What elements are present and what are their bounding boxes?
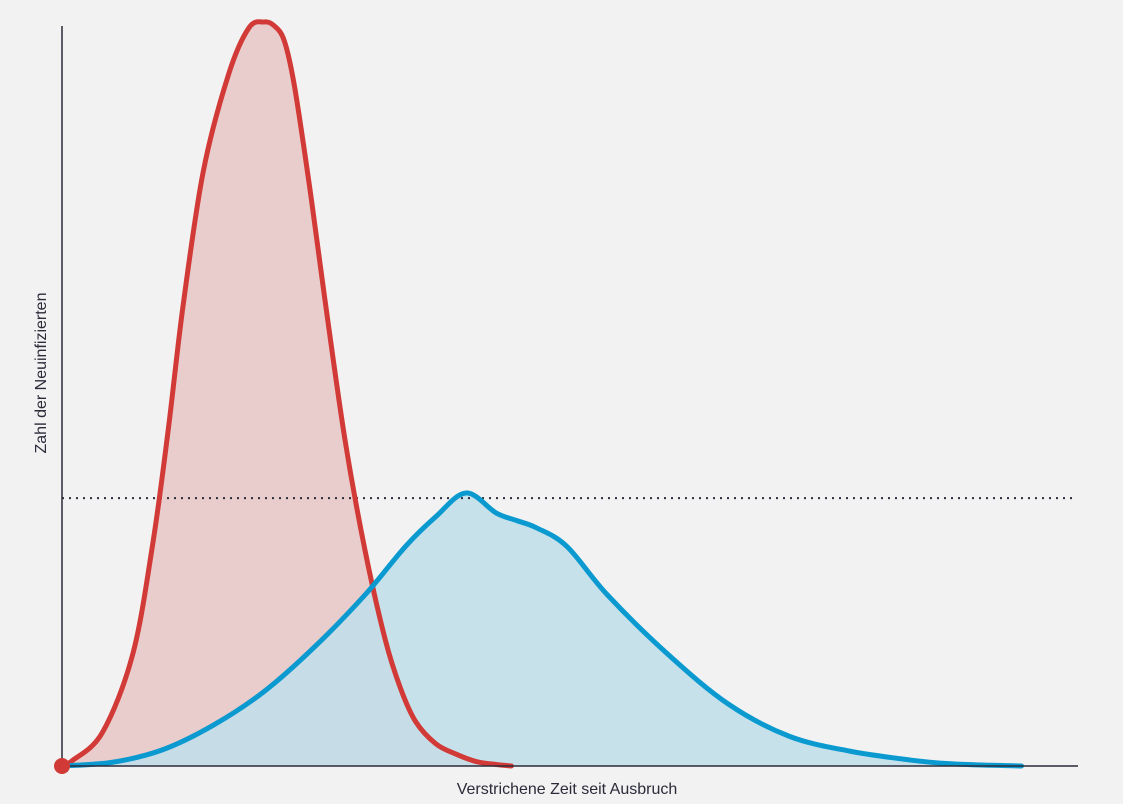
y-axis-label: Zahl der Neuinfizierten — [33, 293, 50, 454]
series-1-line — [59, 19, 514, 769]
series-areas — [62, 21, 1022, 767]
series-1-area — [62, 21, 512, 767]
origin-dot — [54, 758, 70, 774]
series-lines — [59, 19, 1024, 769]
series-2-area — [62, 492, 1022, 766]
series-2-line — [59, 490, 1024, 769]
x-axis-label: Verstrichene Zeit seit Ausbruch — [457, 781, 678, 798]
